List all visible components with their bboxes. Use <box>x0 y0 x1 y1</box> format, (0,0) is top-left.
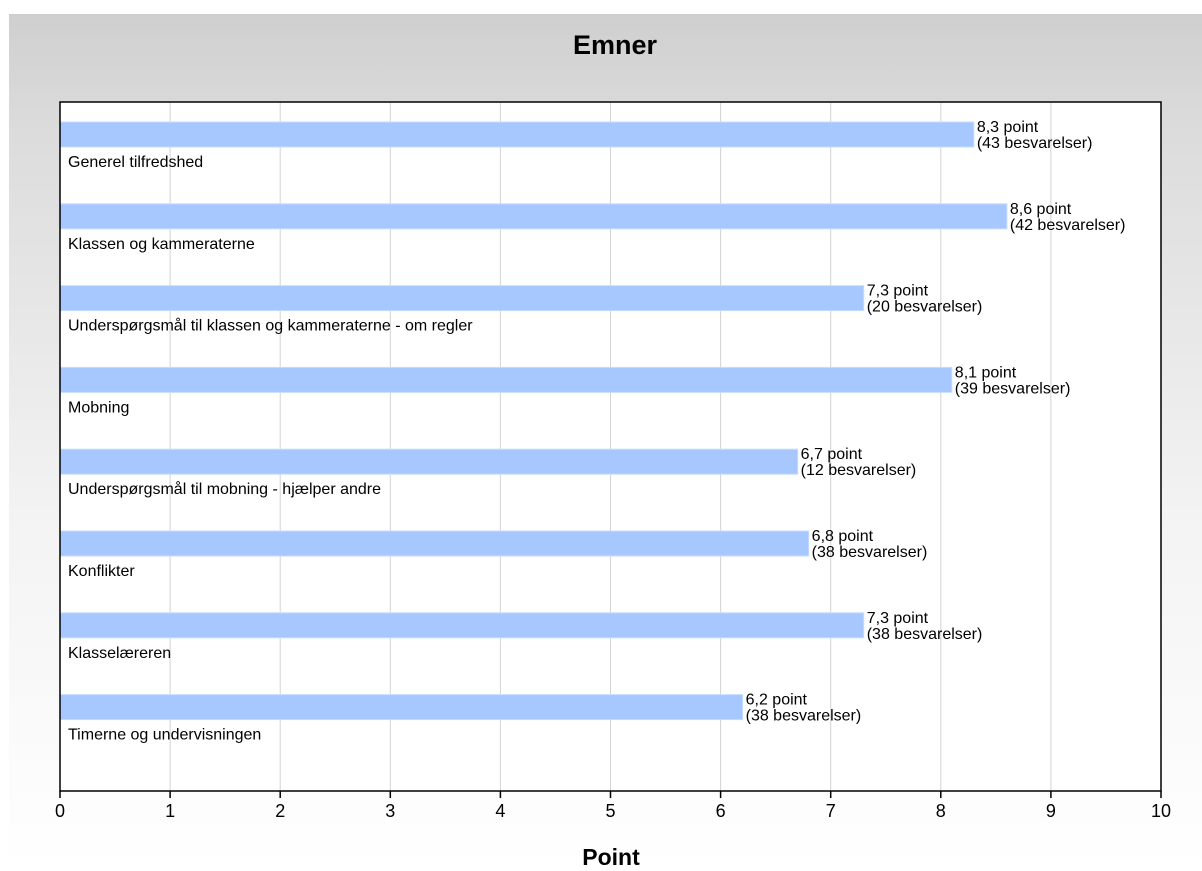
value-label-responses: (43 besvarelser) <box>977 135 1093 152</box>
category-label: Konflikter <box>68 563 135 580</box>
value-label-responses: (39 besvarelser) <box>955 380 1071 397</box>
x-axis-label: Point <box>582 844 640 870</box>
category-label: Klasselæreren <box>68 645 171 662</box>
value-label-points: 7,3 point <box>867 283 929 300</box>
value-label-responses: (42 besvarelser) <box>1010 217 1126 234</box>
bar <box>59 366 953 393</box>
bar <box>59 612 865 639</box>
category-label: Mobning <box>68 399 129 416</box>
bar <box>59 203 1008 230</box>
value-label-responses: (12 besvarelser) <box>801 462 917 479</box>
value-label-points: 6,8 point <box>812 528 874 545</box>
x-tick-label: 6 <box>716 801 726 821</box>
category-label: Generel tilfredshed <box>68 154 203 171</box>
x-tick-label: 3 <box>385 801 395 821</box>
category-label: Underspørgsmål til mobning - hjælper and… <box>68 480 381 498</box>
x-tick-label: 4 <box>495 801 505 821</box>
category-label: Klassen og kammeraterne <box>68 236 255 253</box>
value-label-points: 6,7 point <box>801 446 863 463</box>
bar <box>59 530 810 557</box>
x-tick-label: 2 <box>275 801 285 821</box>
value-label-points: 7,3 point <box>867 610 929 627</box>
x-tick-label: 7 <box>826 801 836 821</box>
x-tick-label: 8 <box>936 801 946 821</box>
value-label-responses: (38 besvarelser) <box>812 544 928 561</box>
value-label-points: 8,1 point <box>955 364 1017 381</box>
x-tick-label: 0 <box>55 801 65 821</box>
bar <box>59 448 799 475</box>
x-tick-label: 5 <box>605 801 615 821</box>
value-label-responses: (38 besvarelser) <box>746 708 862 725</box>
value-label-points: 8,3 point <box>977 119 1039 136</box>
value-label-responses: (38 besvarelser) <box>867 626 983 643</box>
value-label-points: 6,2 point <box>746 692 808 709</box>
bar <box>59 121 975 148</box>
x-tick-label: 9 <box>1046 801 1056 821</box>
value-label-responses: (20 besvarelser) <box>867 299 983 316</box>
x-tick-label: 1 <box>165 801 175 821</box>
value-label-points: 8,6 point <box>1010 201 1072 218</box>
bar <box>59 694 744 721</box>
category-label: Timerne og undervisningen <box>68 727 261 744</box>
category-label: Underspørgsmål til klassen og kammerater… <box>68 317 473 335</box>
bar <box>59 285 865 312</box>
chart-title: Emner <box>572 30 658 60</box>
x-tick-label: 10 <box>1151 801 1171 821</box>
